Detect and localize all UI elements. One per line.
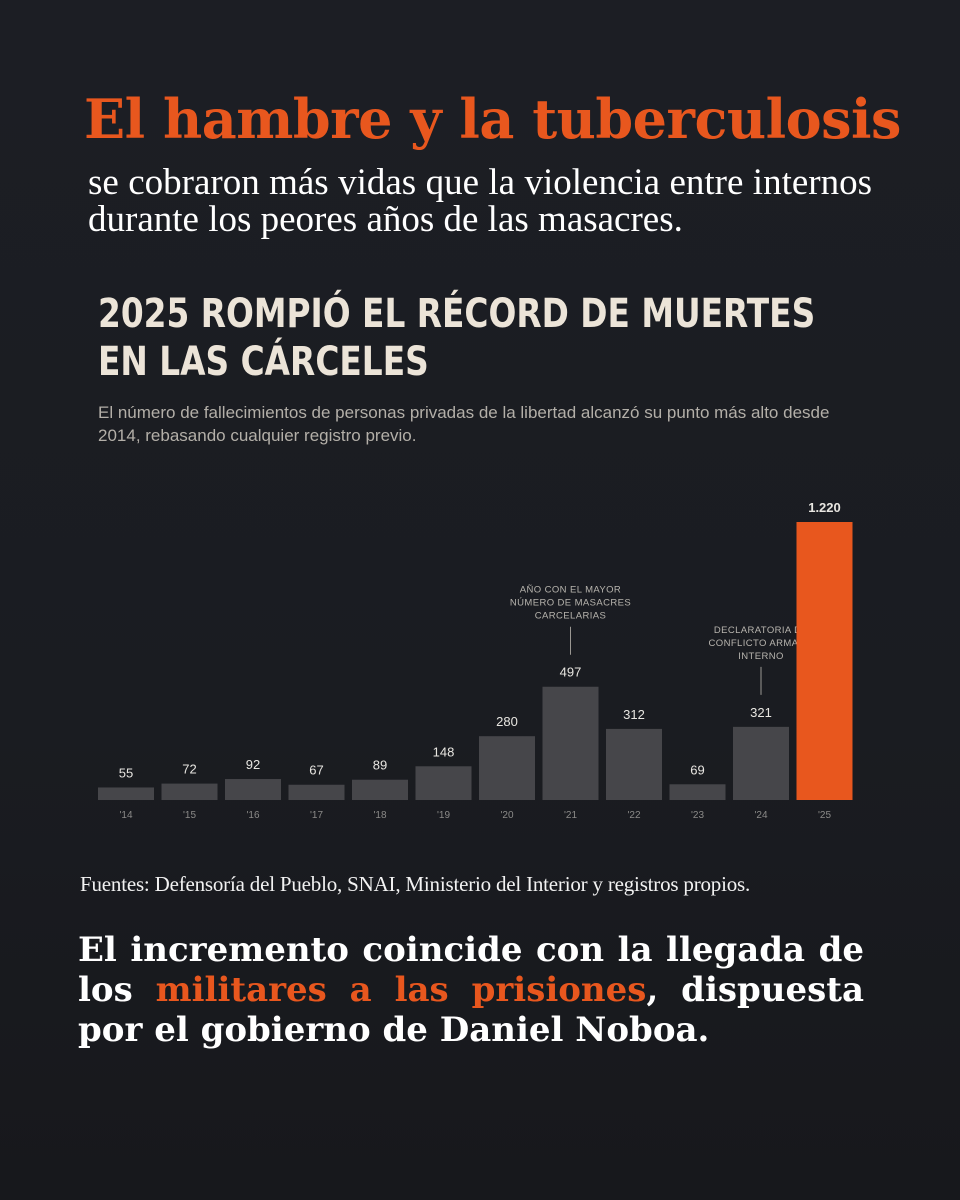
- x-tick-20: '20: [500, 810, 513, 821]
- value-label-17: 67: [309, 763, 323, 778]
- value-label-15: 72: [182, 762, 196, 777]
- value-label-22: 312: [623, 707, 645, 722]
- bar-chart: AÑO CON EL MAYOR NÚMERO DE MASACRES CARCEL…: [98, 500, 853, 821]
- chart-title: 2025 rompió el récord de muertes en las …: [98, 291, 816, 385]
- bar-24: [733, 726, 789, 800]
- closing-text-start: El incremento coincide con la llegada de…: [78, 930, 864, 1010]
- source-note: Fuentes: Defensoría del Pueblo, SNAI, Mi…: [80, 872, 751, 896]
- closing-highlight: militares a las prisiones: [155, 970, 647, 1010]
- bar-15: [161, 783, 218, 800]
- x-tick-19: '19: [437, 810, 450, 821]
- value-label-16: 92: [246, 757, 260, 772]
- x-tick-23: '23: [691, 810, 704, 821]
- annotation-24-line-2: CONFLICTO ARMADO: [709, 638, 814, 649]
- bar-21: [542, 686, 599, 800]
- x-tick-25: '25: [818, 810, 831, 821]
- x-tick-18: '18: [373, 810, 386, 821]
- value-label-19: 148: [433, 744, 455, 759]
- value-label-18: 89: [373, 758, 387, 773]
- bar-17: [288, 784, 345, 800]
- value-label-14: 55: [119, 765, 133, 780]
- x-tick-22: '22: [627, 810, 640, 821]
- x-tick-24: '24: [754, 810, 767, 821]
- annotation-21-line-2: NÚMERO DE MASACRES: [510, 598, 631, 609]
- subheadline: se cobraron más vidas que la violencia e…: [88, 162, 872, 240]
- value-label-25: 1.220: [808, 500, 841, 515]
- closing-text-end: , dispuesta por el gobierno de Daniel No…: [78, 970, 865, 1050]
- x-tick-14: '14: [119, 810, 132, 821]
- chart-annotations: AÑO CON EL MAYOR NÚMERO DE MASACRES CARCEL…: [510, 585, 814, 695]
- bar-22: [606, 728, 662, 800]
- x-tick-21: '21: [564, 810, 577, 821]
- chart-bars: [98, 522, 853, 800]
- annotation-21-line-1: AÑO CON EL MAYOR: [520, 585, 621, 596]
- value-label-24: 321: [750, 705, 772, 720]
- value-label-23: 69: [690, 762, 704, 777]
- bar-19: [415, 766, 472, 800]
- chart-value-labels: 55 72 92 67 89 148 280 497 312 69 321 1.220: [119, 500, 841, 780]
- headline: El hambre y la tuberculosis: [84, 87, 901, 151]
- chart-x-ticks: '14 '15 '16 '17 '18 '19 '20 '21 '22 '23 '24 '25: [119, 810, 831, 821]
- bar-18: [352, 779, 408, 800]
- bar-20: [479, 736, 535, 800]
- x-tick-16: '16: [246, 810, 259, 821]
- value-label-21: 497: [560, 665, 582, 680]
- annotation-21-line-3: CARCELARIAS: [535, 611, 606, 622]
- x-tick-15: '15: [183, 810, 196, 821]
- annotation-24-line-1: DECLARATORIA DE: [714, 625, 808, 636]
- annotation-24-line-3: INTERNO: [738, 651, 784, 662]
- value-label-20: 280: [496, 714, 518, 729]
- closing-statement: El incremento coincide con la llegada de…: [78, 930, 864, 1050]
- chart-subtitle: El número de fallecimientos de personas …: [98, 403, 830, 445]
- bar-16: [225, 779, 281, 800]
- bar-23: [669, 784, 726, 800]
- bar-14: [98, 787, 154, 800]
- x-tick-17: '17: [310, 810, 323, 821]
- bar-25: [796, 522, 853, 800]
